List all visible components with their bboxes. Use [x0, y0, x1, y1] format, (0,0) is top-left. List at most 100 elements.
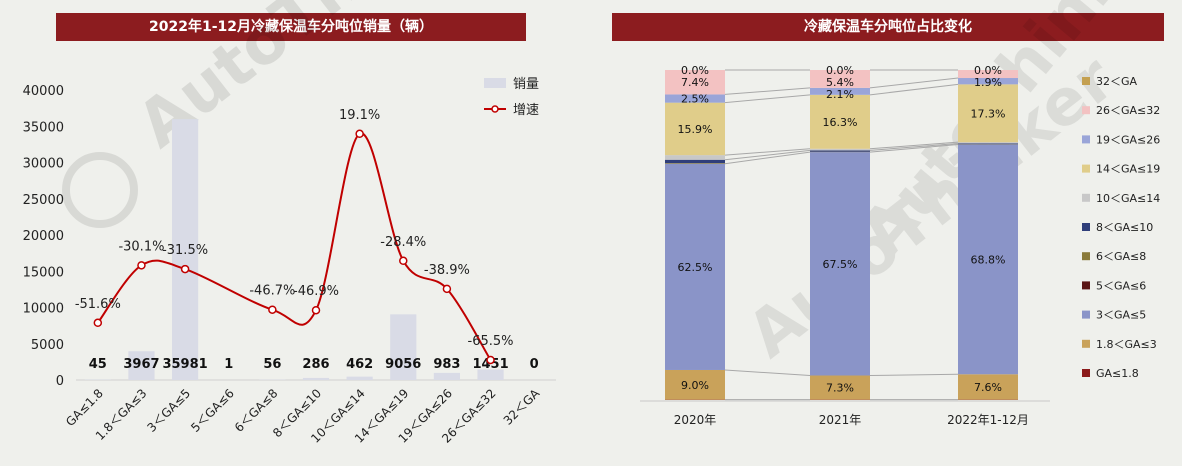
legend-label: 8＜GA≤10 — [1096, 221, 1153, 234]
legend-swatch — [1082, 106, 1090, 115]
legend-label: 5＜GA≤6 — [1096, 279, 1146, 292]
legend-swatch — [1082, 223, 1090, 231]
bar-value-label: 983 — [433, 357, 460, 372]
stack-segment — [665, 155, 725, 160]
legend: 32＜GA 26＜GA≤32 19＜GA≤26 14＜GA≤19 10＜GA≤14 8＜G… — [1082, 75, 1160, 380]
segment-label: 9.0% — [681, 379, 709, 392]
growth-label: -31.5% — [162, 243, 208, 258]
left-chart: AutoThinker 0 5000 10000 15000 20000 25000 3000… — [23, 0, 556, 446]
growth-point — [486, 355, 495, 365]
bar — [128, 351, 155, 380]
connector-line — [869, 77, 959, 89]
y-tick-label: 35000 — [23, 120, 64, 135]
segment-label: 2.5% — [681, 93, 709, 106]
growth-point — [399, 256, 408, 266]
stack-segment — [810, 152, 870, 376]
legend-label: 26＜GA≤32 — [1096, 104, 1160, 117]
legend-label: 3＜GA≤5 — [1096, 309, 1146, 322]
bar-value-label: 9056 — [385, 357, 421, 372]
bar-value-label: 45 — [89, 357, 107, 372]
bar-value-label: 1451 — [472, 357, 508, 372]
y-tick-label: 20000 — [23, 229, 64, 244]
stack-segment — [665, 369, 725, 400]
segment-label: 67.5% — [823, 258, 858, 271]
stack-segment — [958, 142, 1018, 144]
bar — [302, 377, 330, 380]
segment-label: 0.0% — [974, 64, 1002, 77]
stack-segment — [810, 87, 870, 95]
bar — [477, 369, 504, 380]
stack-segment — [958, 143, 1018, 145]
bar-value-label: 3967 — [123, 357, 159, 372]
growth-label: -30.1% — [118, 239, 164, 254]
growth-point — [268, 305, 277, 314]
segment-label: 1.9% — [974, 76, 1002, 89]
bar-value-label: 462 — [346, 357, 373, 372]
segment-label: 0.0% — [826, 64, 854, 77]
legend-label: 10＜GA≤14 — [1096, 192, 1160, 205]
stack-segment — [810, 94, 870, 149]
legend-label: 6＜GA≤8 — [1096, 250, 1146, 263]
right-chart: AutoThinkerAutoThinker0.0%7.4%2.5%15.9%6… — [640, 0, 1182, 427]
legend-swatch — [1082, 164, 1090, 173]
connector-line — [869, 142, 959, 151]
legend-swatch — [1082, 310, 1090, 319]
y-tick-label: 5000 — [31, 338, 64, 353]
growth-label: -51.6% — [75, 297, 121, 312]
bar — [172, 119, 199, 380]
left-chart-title: 2022年1-12月冷藏保温车分吨位销量（辆） — [56, 13, 526, 41]
bar-value-label: 0 — [530, 357, 539, 372]
segment-label: 2.1% — [826, 88, 854, 101]
x-tick-label: GA≤1.8 — [63, 386, 106, 429]
stack-segment — [665, 159, 725, 164]
bar-value-label: 286 — [302, 357, 329, 372]
connector-line — [724, 149, 811, 161]
category-label: 2021年 — [819, 413, 862, 427]
stack-segment — [958, 78, 1018, 85]
growth-point — [180, 264, 190, 274]
connector-line — [869, 143, 959, 153]
connector-line — [724, 151, 811, 165]
y-tick-label: 30000 — [23, 157, 64, 172]
growth-point — [93, 318, 103, 328]
stack-segment — [810, 375, 870, 400]
y-tick-label: 40000 — [23, 84, 64, 99]
segment-label: 68.8% — [971, 253, 1006, 266]
bar — [346, 376, 373, 380]
stack-segment — [665, 163, 725, 370]
connector-line — [869, 373, 959, 377]
left-chart-panel: 2022年1-12月冷藏保温车分吨位销量（辆） AutoThinker 0 5000… — [0, 0, 560, 466]
connector-line — [724, 94, 811, 104]
legend-label-line: 增速 — [513, 103, 539, 118]
legend-swatch — [1082, 252, 1090, 261]
stack-segment — [958, 374, 1018, 400]
stack-segment — [810, 150, 870, 152]
legend-label: 1.8＜GA≤3 — [1096, 338, 1157, 351]
growth-label: -46.7% — [249, 284, 295, 299]
connector-line — [724, 369, 811, 377]
growth-point — [355, 129, 364, 139]
y-tick-label: 25000 — [23, 193, 64, 208]
connector-line — [869, 141, 959, 150]
right-chart-title: 冷藏保温车分吨位占比变化 — [612, 13, 1164, 41]
growth-label: 19.1% — [339, 108, 380, 123]
legend-label: 14＜GA≤19 — [1096, 163, 1160, 176]
watermark-logo — [62, 152, 138, 228]
segment-label: 7.4% — [681, 76, 709, 89]
stack-segment — [665, 163, 725, 164]
segment-label: 7.6% — [974, 381, 1002, 394]
growth-point — [311, 305, 321, 315]
connector-line — [724, 148, 811, 156]
stack-segment — [665, 94, 725, 103]
segment-label: 17.3% — [971, 107, 1006, 120]
stack-segment — [958, 70, 1018, 79]
bar — [390, 314, 417, 380]
growth-label: -38.9% — [424, 263, 470, 278]
segment-label: 0.0% — [681, 64, 709, 77]
legend-swatch — [1082, 369, 1090, 377]
legend-label: 32＜GA — [1096, 75, 1138, 88]
watermark: AutoThinker — [62, 0, 519, 228]
legend-swatch — [1082, 193, 1090, 202]
growth-point — [442, 284, 452, 294]
